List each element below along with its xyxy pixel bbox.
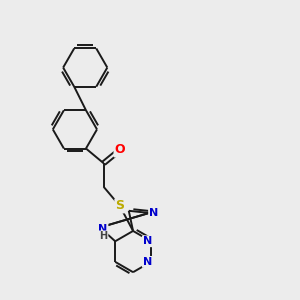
Text: S: S [115,200,124,212]
Text: N: N [143,236,152,246]
Text: O: O [115,143,125,157]
Text: H: H [99,231,107,241]
Text: N: N [143,257,152,267]
Text: N: N [98,224,107,234]
Text: N: N [149,208,158,218]
